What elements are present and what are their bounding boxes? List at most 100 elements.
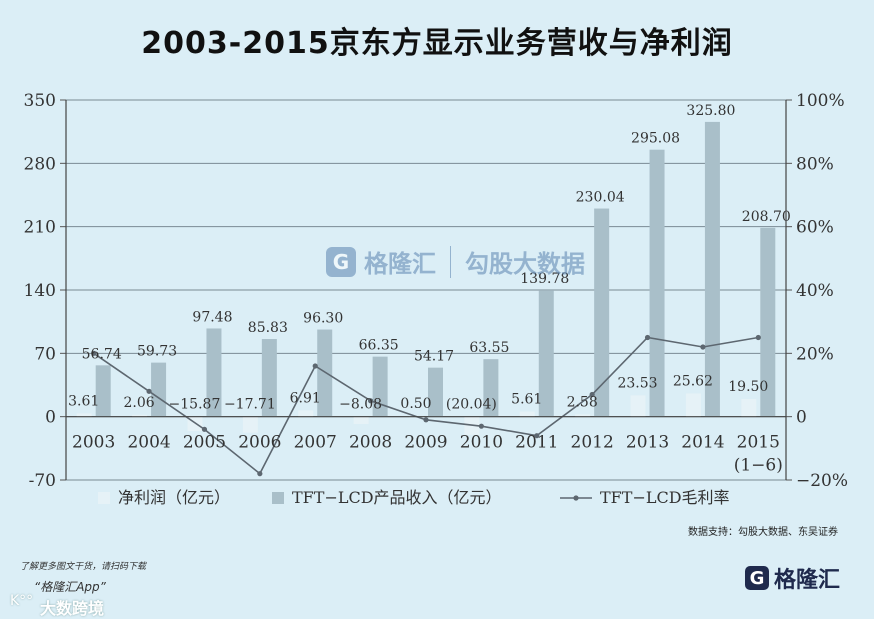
net-profit-bar [630, 395, 646, 417]
legend-margin-label: TFT−LCD毛利率 [600, 488, 730, 507]
legend-net-profit-label: 净利润（亿元） [118, 488, 230, 507]
watermark: G 格隆汇 勾股大数据 [326, 244, 585, 279]
revenue-bar [261, 339, 277, 417]
net-profit-bar [76, 413, 92, 417]
revenue-data-label: 56.74 [82, 346, 122, 362]
footer-brand-logo[interactable]: G 格隆汇 [744, 562, 840, 594]
brand-logo-icon: G [744, 566, 769, 590]
category-label: 2014 [681, 433, 724, 453]
category-label: 2005 [183, 433, 226, 453]
category-label: 2007 [294, 433, 337, 453]
gross-margin-point [755, 334, 761, 341]
watermark-divider [450, 245, 451, 278]
revenue-bar [538, 290, 554, 417]
revenue-data-label: 97.48 [192, 309, 232, 325]
watermark-sub: 勾股大数据 [465, 250, 585, 278]
net-profit-data-label: 19.50 [728, 379, 768, 395]
data-source: 数据支持：勾股大数据、东吴证券 [688, 527, 838, 538]
gross-margin-point [534, 433, 540, 439]
revenue-data-label: 208.70 [742, 209, 791, 225]
right-tick-label: 100% [796, 91, 845, 111]
revenue-data-label: 325.80 [686, 103, 735, 119]
gross-margin-point [589, 391, 595, 398]
category-label: 2013 [626, 433, 669, 453]
left-tick-label: 210 [24, 218, 56, 238]
revenue-data-label: 63.55 [469, 340, 509, 356]
net-profit-data-label: 0.50 [400, 396, 431, 412]
right-tick-label: −20% [796, 471, 848, 491]
revenue-data-label: 54.17 [414, 349, 454, 365]
legend-revenue-label: TFT−LCD产品收入（亿元） [292, 488, 502, 507]
right-tick-label: 20% [796, 344, 834, 364]
revenue-bar [428, 367, 443, 417]
gross-margin-point [478, 423, 484, 429]
net-profit-bar [242, 416, 258, 433]
revenue-data-label: 59.73 [137, 344, 177, 360]
category-label: 2010 [460, 433, 503, 453]
net-profit-bar [298, 410, 314, 417]
gross-margin-point [91, 350, 97, 356]
left-tick-label: 350 [24, 91, 56, 111]
left-tick-label: 140 [24, 281, 56, 301]
category-label: 2006 [238, 433, 281, 453]
revenue-bar [95, 365, 111, 417]
right-tick-label: 80% [796, 154, 834, 174]
revenue-data-label: 66.35 [359, 338, 399, 354]
left-tick-label: 70 [34, 344, 56, 364]
revenue-bar [760, 227, 776, 417]
revenue-bar [151, 362, 167, 417]
net-profit-data-label: 2.06 [123, 395, 154, 411]
net-profit-data-label: 25.62 [673, 373, 713, 389]
legend-margin-marker [573, 495, 579, 501]
net-profit-bar [741, 399, 757, 417]
net-profit-data-label: −17.71 [224, 397, 276, 413]
category-sub-label: (1−6) [734, 456, 783, 476]
legend-revenue-swatch [272, 492, 284, 504]
revenue-bar [594, 208, 610, 417]
net-profit-data-label: 6.91 [290, 390, 321, 406]
gross-margin-point [368, 398, 374, 404]
gross-margin-point [644, 334, 651, 341]
footer-app-name: “格隆汇App” [34, 580, 106, 594]
net-profit-data-label: 5.61 [511, 392, 542, 408]
revenue-data-label: 230.04 [576, 190, 625, 206]
footer-hint: 了解更多图文干货，请扫码下载 [20, 562, 147, 572]
net-profit-data-label: 2.58 [567, 394, 598, 410]
watermark-brand: 格隆汇 [364, 250, 436, 278]
net-profit-data-label: 3.61 [68, 393, 99, 409]
footer-left-brand: 大数跨境 [40, 599, 105, 618]
net-profit-bar [685, 393, 701, 417]
category-label: 2009 [404, 433, 447, 453]
gross-margin-point [312, 363, 318, 369]
category-label: 2015 [737, 433, 780, 453]
net-profit-data-label: −15.87 [169, 397, 221, 413]
chart-title: 2003-2015京东方显示业务营收与净利润 [141, 26, 733, 61]
net-profit-bar [132, 414, 148, 417]
gross-margin-point [700, 344, 706, 350]
right-tick-label: 0 [796, 408, 807, 428]
revenue-data-label: 85.83 [248, 320, 288, 336]
left-tick-label: -70 [29, 471, 56, 491]
category-label: 2003 [72, 433, 115, 453]
right-tick-label: 60% [796, 218, 834, 238]
revenue-bar [649, 149, 665, 417]
footer-left-logo-icon: K°° [10, 593, 34, 609]
net-profit-bar [353, 416, 369, 424]
brand-name: 格隆汇 [773, 568, 840, 593]
revenue-data-label: 139.78 [520, 271, 569, 287]
revenue-bar [483, 359, 499, 417]
revenue-data-label: 295.08 [631, 131, 680, 147]
revenue-bar [704, 121, 720, 417]
right-tick-label: 40% [796, 281, 834, 301]
left-tick-label: 280 [24, 154, 56, 174]
gross-margin-point [201, 426, 208, 432]
category-label: 2012 [571, 433, 614, 453]
net-profit-data-label: 23.53 [617, 375, 657, 391]
gross-margin-point [146, 388, 152, 394]
revenue-bar [317, 329, 333, 417]
net-profit-data-label: −8.08 [339, 397, 382, 413]
gross-margin-point [257, 471, 263, 477]
category-label: 2004 [127, 433, 170, 453]
watermark-logo-icon: G [326, 246, 356, 277]
